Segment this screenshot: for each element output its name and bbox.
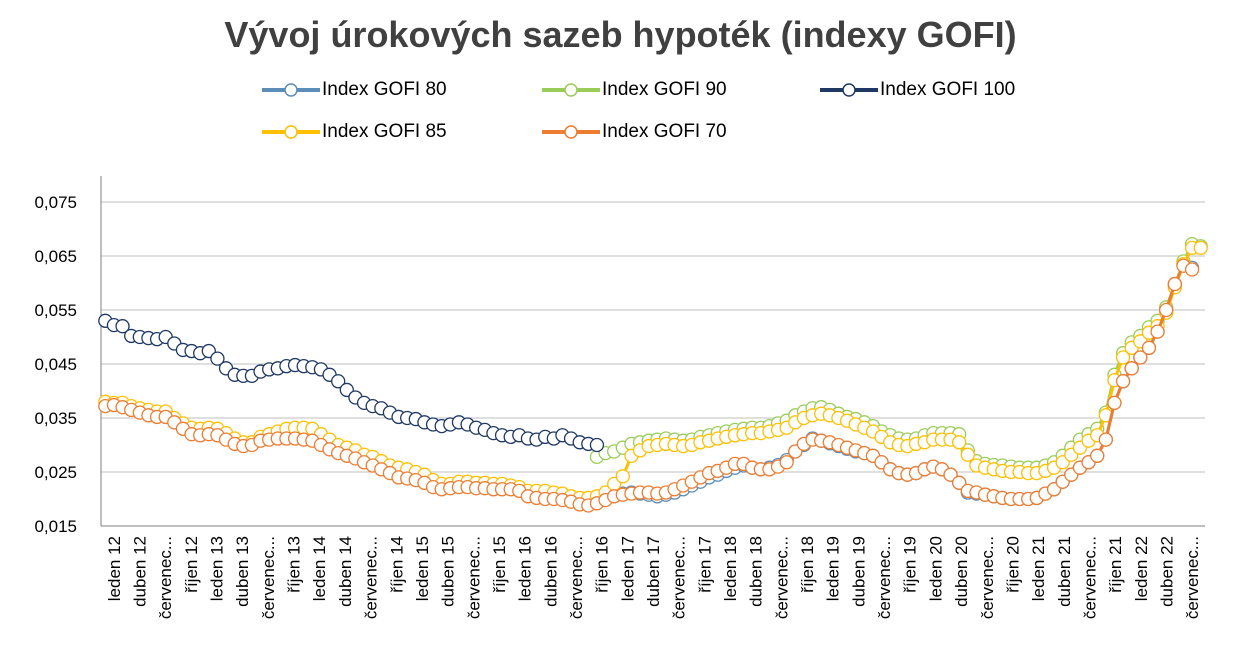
x-tick-label: červenec... — [772, 536, 791, 619]
y-tick-label: 0,065 — [34, 247, 77, 266]
data-point — [1133, 350, 1148, 365]
x-tick-label: říjen 12 — [182, 536, 201, 593]
y-tick-label: 0,035 — [34, 409, 77, 428]
x-tick-label: leden 12 — [105, 536, 124, 601]
x-tick-label: říjen 15 — [490, 536, 509, 593]
x-tick-label: červenec... — [1080, 536, 1099, 619]
data-point — [952, 475, 967, 490]
legend-label-gofi-100: Index GOFI 100 — [880, 79, 1016, 100]
x-tick-label: červenec... — [259, 536, 278, 619]
legend-item-gofi-80: Index GOFI 80 — [260, 75, 447, 105]
legend-label-gofi-70: Index GOFI 70 — [602, 121, 727, 142]
x-tick-label: červenec... — [875, 536, 894, 619]
data-point — [952, 435, 967, 450]
x-tick-label: červenec... — [1183, 536, 1202, 619]
data-point — [1115, 374, 1131, 389]
x-tick-label: říjen 13 — [285, 536, 304, 593]
x-tick-label: říjen 16 — [593, 536, 612, 593]
x-tick-label: duben 14 — [336, 536, 355, 607]
legend-item-gofi-90: Index GOFI 90 — [540, 75, 727, 105]
data-point — [1184, 262, 1200, 277]
x-tick-label: říjen 14 — [387, 536, 406, 593]
x-tick-label: duben 20 — [952, 536, 971, 607]
y-tick-label: 0,015 — [34, 517, 77, 536]
x-tick-label: červenec... — [362, 536, 381, 619]
data-point — [779, 455, 794, 470]
legend-marker-gofi-70 — [542, 125, 600, 139]
data-point — [210, 351, 225, 366]
legend-label-gofi-85: Index GOFI 85 — [322, 121, 447, 142]
x-tick-label: leden 16 — [516, 536, 535, 601]
data-point — [1150, 324, 1165, 339]
data-point — [1167, 276, 1182, 292]
x-tick-label: duben 22 — [1157, 536, 1176, 607]
x-tick-label: červenec... — [670, 536, 689, 619]
data-point — [943, 467, 958, 482]
data-point — [1124, 361, 1139, 376]
legend-item-gofi-85: Index GOFI 85 — [260, 117, 447, 147]
x-tick-label: říjen 18 — [798, 536, 817, 593]
legend-marker-gofi-90 — [542, 83, 600, 97]
data-point — [589, 437, 605, 453]
x-tick-label: leden 17 — [618, 536, 637, 601]
x-tick-label: duben 17 — [644, 536, 663, 607]
x-tick-label: říjen 21 — [1106, 536, 1125, 593]
x-tick-label: leden 14 — [310, 536, 329, 601]
data-point — [115, 319, 130, 334]
x-tick-label: říjen 17 — [695, 536, 714, 593]
data-point — [1090, 448, 1105, 463]
data-point — [1107, 395, 1122, 411]
x-tick-label: červenec... — [464, 536, 483, 619]
x-tick-label: leden 19 — [824, 536, 843, 601]
data-point — [1141, 340, 1157, 355]
x-tick-label: leden 15 — [413, 536, 432, 601]
y-tick-label: 0,055 — [34, 301, 77, 320]
chart-title: Vývoj úrokových sazeb hypoték (indexy GO… — [224, 14, 1017, 55]
x-tick-label: leden 22 — [1132, 536, 1151, 601]
axes — [100, 176, 1205, 527]
x-tick-label: duben 13 — [233, 536, 252, 607]
y-tick-label: 0,025 — [34, 463, 77, 482]
legend-marker-gofi-80 — [262, 83, 320, 97]
data-point — [1115, 350, 1131, 365]
x-tick-label: leden 20 — [926, 536, 945, 601]
data-point — [1098, 432, 1113, 447]
legend-item-gofi-70: Index GOFI 70 — [540, 117, 727, 147]
x-tick-label: leden 21 — [1029, 536, 1048, 601]
x-tick-label: říjen 19 — [901, 536, 920, 593]
x-tick-label: duben 21 — [1055, 536, 1074, 607]
y-tick-label: 0,045 — [34, 355, 77, 374]
data-point — [960, 447, 975, 462]
series-2 — [98, 313, 605, 453]
x-tick-label: červenec... — [978, 536, 997, 619]
x-axis-ticks: leden 12 duben 12 červenec... říjen 12 leden… — [105, 536, 1202, 619]
series-line — [622, 262, 1193, 501]
legend-marker-gofi-85 — [262, 125, 320, 139]
x-tick-label: duben 18 — [747, 536, 766, 607]
x-tick-label: duben 16 — [541, 536, 560, 607]
y-tick-label: 0,075 — [34, 193, 77, 212]
data-point — [1159, 302, 1174, 318]
legend-label-gofi-80: Index GOFI 80 — [322, 79, 447, 100]
data-point — [1193, 240, 1208, 256]
data-point — [615, 469, 630, 484]
data-point — [331, 374, 346, 389]
x-tick-label: leden 18 — [721, 536, 740, 601]
legend-marker-gofi-100 — [820, 83, 878, 97]
x-tick-label: leden 13 — [208, 536, 227, 601]
x-tick-label: duben 12 — [131, 536, 150, 607]
series-4 — [98, 258, 1200, 513]
x-tick-label: duben 19 — [849, 536, 868, 607]
x-tick-label: duben 15 — [439, 536, 458, 607]
x-tick-label: červenec... — [156, 536, 175, 619]
y-axis-ticks: 0,015 0,025 0,035 0,045 0,055 0,065 0,075 — [34, 193, 77, 536]
series-lines — [98, 236, 1208, 513]
x-tick-label: červenec... — [567, 536, 586, 619]
legend-label-gofi-90: Index GOFI 90 — [602, 79, 727, 100]
x-tick-label: říjen 20 — [1003, 536, 1022, 593]
legend-item-gofi-100: Index GOFI 100 — [818, 75, 1015, 105]
